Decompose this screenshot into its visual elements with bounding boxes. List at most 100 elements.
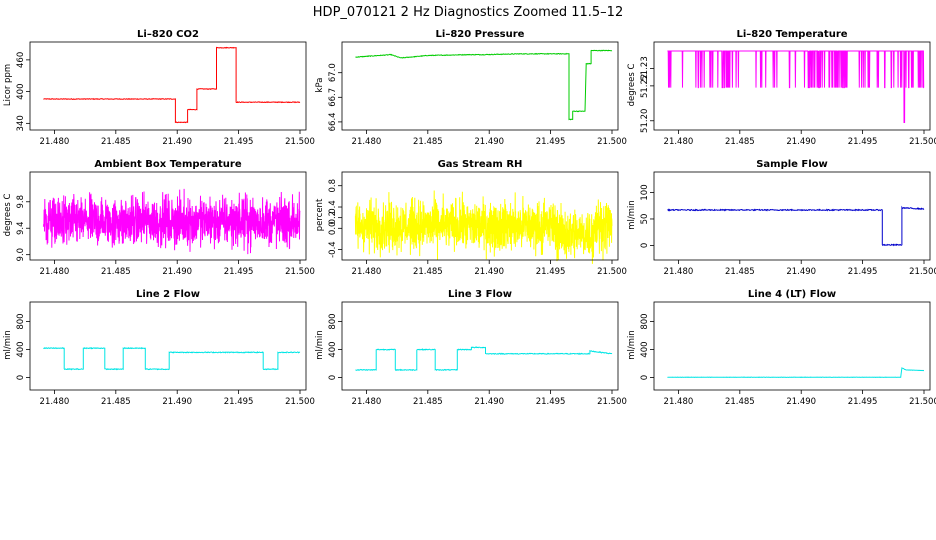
y-axis-label: ml/min xyxy=(627,330,637,360)
y-tick-label: 0.2 xyxy=(328,211,338,225)
y-axis-label: percent xyxy=(315,198,325,231)
panel-title: Sample Flow xyxy=(756,159,828,170)
x-tick-label: 21.485 xyxy=(413,137,443,147)
y-axis-label: ml/min xyxy=(627,200,637,230)
x-tick-label: 21.480 xyxy=(40,397,70,407)
x-tick-label: 21.490 xyxy=(474,397,504,407)
x-tick-label: 21.490 xyxy=(162,267,192,277)
x-tick-label: 21.495 xyxy=(536,137,566,147)
x-tick-label: 21.485 xyxy=(413,397,443,407)
y-axis-label: Licor ppm xyxy=(3,64,13,106)
y-tick-label: 0 xyxy=(16,375,26,380)
x-tick-label: 21.495 xyxy=(848,137,878,147)
y-tick-label: 100 xyxy=(640,184,650,200)
y-tick-label: 0.8 xyxy=(328,179,338,193)
x-tick-label: 21.480 xyxy=(664,137,694,147)
plot-frame xyxy=(341,171,619,261)
panel-3: Li–820 Temperature degrees C 21.480 21.485 2… xyxy=(627,29,936,147)
x-tick-label: 21.480 xyxy=(40,267,70,277)
figure-title: HDP_070121 2 Hz Diagnostics Zoomed 11.5–… xyxy=(313,5,623,20)
panel-5: Gas Stream RH percent 21.480 21.485 21.490 21… xyxy=(315,159,627,277)
y-axis-label: ml/min xyxy=(3,330,13,360)
plot-frame xyxy=(653,301,931,391)
x-tick-label: 21.480 xyxy=(664,397,694,407)
x-tick-label: 21.500 xyxy=(909,137,936,147)
x-tick-label: 21.495 xyxy=(848,267,878,277)
y-tick-label: 400 xyxy=(16,341,26,357)
panel-title: Li–820 CO2 xyxy=(137,29,199,40)
x-tick-label: 21.500 xyxy=(909,267,936,277)
x-tick-label: 21.500 xyxy=(909,397,936,407)
x-tick-label: 21.490 xyxy=(786,267,816,277)
panel-9: Line 4 (LT) Flow ml/min 21.480 21.485 21.490… xyxy=(627,289,936,407)
y-tick-label: 800 xyxy=(16,313,26,329)
y-tick-label: 9.4 xyxy=(16,221,26,235)
plot-frame xyxy=(29,171,307,261)
y-tick-label: 400 xyxy=(640,341,650,357)
x-tick-label: 21.485 xyxy=(725,397,755,407)
panel-7: Line 2 Flow ml/min 21.480 21.485 21.490 21.49… xyxy=(3,289,315,407)
x-tick-label: 21.480 xyxy=(352,267,382,277)
y-tick-label: 0 xyxy=(328,375,338,380)
y-tick-label: 0.0 xyxy=(328,222,338,236)
y-axis-label: ml/min xyxy=(315,330,325,360)
panel-title: Line 3 Flow xyxy=(448,289,512,300)
y-tick-label: 460 xyxy=(16,52,26,68)
panel-2: Li–820 Pressure kPa 21.480 21.485 21.490 21.4… xyxy=(315,29,627,147)
y-tick-label: 66.7 xyxy=(328,88,338,107)
plot-frame xyxy=(341,41,619,131)
x-tick-label: 21.485 xyxy=(725,267,755,277)
y-tick-label: 800 xyxy=(640,313,650,329)
x-tick-label: 21.490 xyxy=(162,397,192,407)
series-line xyxy=(667,205,925,247)
x-tick-label: 21.490 xyxy=(786,397,816,407)
plot-frame xyxy=(29,301,307,391)
panel-title: Line 4 (LT) Flow xyxy=(748,289,836,300)
x-tick-label: 21.490 xyxy=(162,137,192,147)
y-axis-label: degrees C xyxy=(3,194,13,237)
y-tick-label: 340 xyxy=(16,115,26,131)
y-tick-label: -0.4 xyxy=(328,241,338,258)
x-tick-label: 21.490 xyxy=(786,137,816,147)
x-tick-label: 21.495 xyxy=(848,397,878,407)
plot-frame xyxy=(653,171,931,261)
series-line xyxy=(355,49,613,121)
y-tick-label: 0 xyxy=(640,243,650,248)
x-tick-label: 21.480 xyxy=(664,267,694,277)
x-tick-label: 21.480 xyxy=(352,397,382,407)
y-axis-label: degrees C xyxy=(627,64,637,107)
panel-1: Li–820 CO2 Licor ppm 21.480 21.485 21.490 21.… xyxy=(3,29,315,147)
series-line xyxy=(354,190,613,264)
x-tick-label: 21.495 xyxy=(224,397,254,407)
panel-title: Gas Stream RH xyxy=(438,159,523,170)
y-tick-label: 0.4 xyxy=(328,200,338,214)
y-tick-label: 50 xyxy=(640,214,650,225)
y-axis-label: kPa xyxy=(315,78,325,93)
series-line xyxy=(667,50,925,123)
y-tick-label: 400 xyxy=(16,83,26,99)
y-tick-label: 800 xyxy=(328,313,338,329)
x-tick-label: 21.500 xyxy=(285,267,315,277)
x-tick-label: 21.485 xyxy=(101,267,131,277)
panel-6: Sample Flow ml/min 21.480 21.485 21.490 21.49… xyxy=(627,159,936,277)
x-tick-label: 21.485 xyxy=(725,137,755,147)
y-tick-label: 51.23 xyxy=(640,56,650,80)
y-tick-label: 66.4 xyxy=(328,112,338,131)
y-tick-label: 51.20 xyxy=(640,109,650,133)
x-tick-label: 21.485 xyxy=(413,267,443,277)
series-line xyxy=(355,346,613,372)
x-tick-label: 21.480 xyxy=(40,137,70,147)
series-line xyxy=(43,346,301,371)
x-tick-label: 21.485 xyxy=(101,397,131,407)
series-line xyxy=(667,367,924,378)
x-tick-label: 21.485 xyxy=(101,137,131,147)
series-line xyxy=(42,188,301,255)
panel-title: Ambient Box Temperature xyxy=(94,159,241,170)
x-tick-label: 21.495 xyxy=(224,267,254,277)
panel-title: Li–820 Temperature xyxy=(736,29,847,40)
plot-frame xyxy=(29,41,307,131)
x-tick-label: 21.500 xyxy=(285,137,315,147)
x-tick-label: 21.495 xyxy=(536,267,566,277)
chart-grid: Li–820 CO2 Licor ppm 21.480 21.485 21.490 21.… xyxy=(3,29,936,407)
